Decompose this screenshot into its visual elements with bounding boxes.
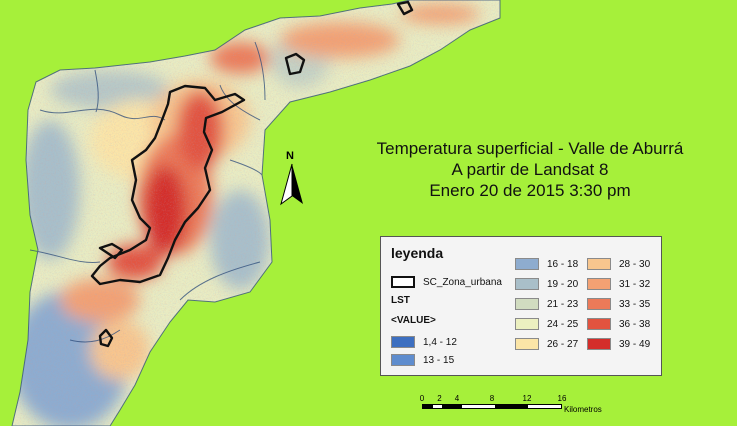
legend-class-label: 28 - 30	[619, 258, 651, 270]
legend-urban-zone: SC_Zona_urbana	[391, 275, 502, 289]
scale-bar-graphic	[422, 404, 562, 409]
legend-title: leyenda	[391, 245, 444, 261]
scale-tick-label: 0	[419, 394, 425, 403]
scale-tick-label: 12	[522, 394, 532, 403]
scale-unit: Kilometros	[564, 405, 602, 414]
scale-tick-label: 2	[437, 394, 442, 403]
legend-class-label: 16 - 18	[547, 258, 579, 270]
legend-class-item: 33 - 35	[587, 297, 650, 311]
legend-class-label: 24 - 25	[547, 318, 579, 330]
title-line-1: Temperatura superficial - Valle de Aburr…	[376, 139, 684, 158]
legend-class-item: 16 - 18	[515, 257, 578, 271]
title-line-2: A partir de Landsat 8	[451, 160, 609, 179]
legend-swatch	[391, 336, 415, 348]
urban-zone-outline	[90, 0, 414, 348]
legend-class-label: 36 - 38	[619, 318, 651, 330]
legend-swatch	[587, 298, 611, 310]
north-arrow-icon	[280, 163, 303, 206]
legend-class-label: 39 - 49	[619, 338, 651, 350]
scale-tick-label: 16	[557, 394, 567, 403]
scale-tick-label: 8	[489, 394, 495, 403]
legend-swatch	[515, 318, 539, 330]
legend-swatch	[515, 298, 539, 310]
legend: leyenda SC_Zona_urbana LST <VALUE> 1,4 -…	[380, 236, 662, 376]
legend-swatch	[587, 278, 611, 290]
legend-class-item: 19 - 20	[515, 277, 578, 291]
title-line-3: Enero 20 de 2015 3:30 pm	[429, 181, 631, 200]
legend-value-label: <VALUE>	[391, 315, 436, 326]
legend-swatch	[587, 258, 611, 270]
urban-zone-label: SC_Zona_urbana	[423, 276, 502, 288]
legend-class-item: 36 - 38	[587, 317, 650, 331]
legend-swatch	[587, 318, 611, 330]
legend-class-label: 33 - 35	[619, 298, 651, 310]
legend-class-label: 19 - 20	[547, 278, 579, 290]
legend-class-label: 26 - 27	[547, 338, 579, 350]
legend-class-label: 31 - 32	[619, 278, 651, 290]
legend-class-item: 31 - 32	[587, 277, 650, 291]
legend-class-item: 26 - 27	[515, 337, 578, 351]
map-title: Temperatura superficial - Valle de Aburr…	[340, 138, 720, 201]
legend-swatch	[515, 278, 539, 290]
legend-class-item: 28 - 30	[587, 257, 650, 271]
legend-swatch	[515, 258, 539, 270]
legend-swatch	[391, 354, 415, 366]
legend-class-item: 1,4 - 12	[391, 335, 457, 349]
legend-class-label: 1,4 - 12	[423, 336, 457, 348]
legend-class-label: 13 - 15	[423, 354, 455, 366]
legend-class-item: 21 - 23	[515, 297, 578, 311]
legend-swatch	[587, 338, 611, 350]
urban-zone-swatch	[391, 276, 415, 288]
legend-raster-label: LST	[391, 295, 410, 306]
legend-class-item: 13 - 15	[391, 353, 454, 367]
legend-class-label: 21 - 23	[547, 298, 579, 310]
municipal-boundaries	[11, 0, 501, 426]
legend-class-item: 39 - 49	[587, 337, 650, 351]
scale-bar: 0 2 4 8 12 16 Kilometros	[418, 394, 628, 424]
scale-tick-label: 4	[454, 394, 460, 403]
legend-class-item: 24 - 25	[515, 317, 578, 331]
north-label: N	[286, 150, 294, 162]
legend-swatch	[515, 338, 539, 350]
north-arrow: N	[279, 150, 305, 206]
